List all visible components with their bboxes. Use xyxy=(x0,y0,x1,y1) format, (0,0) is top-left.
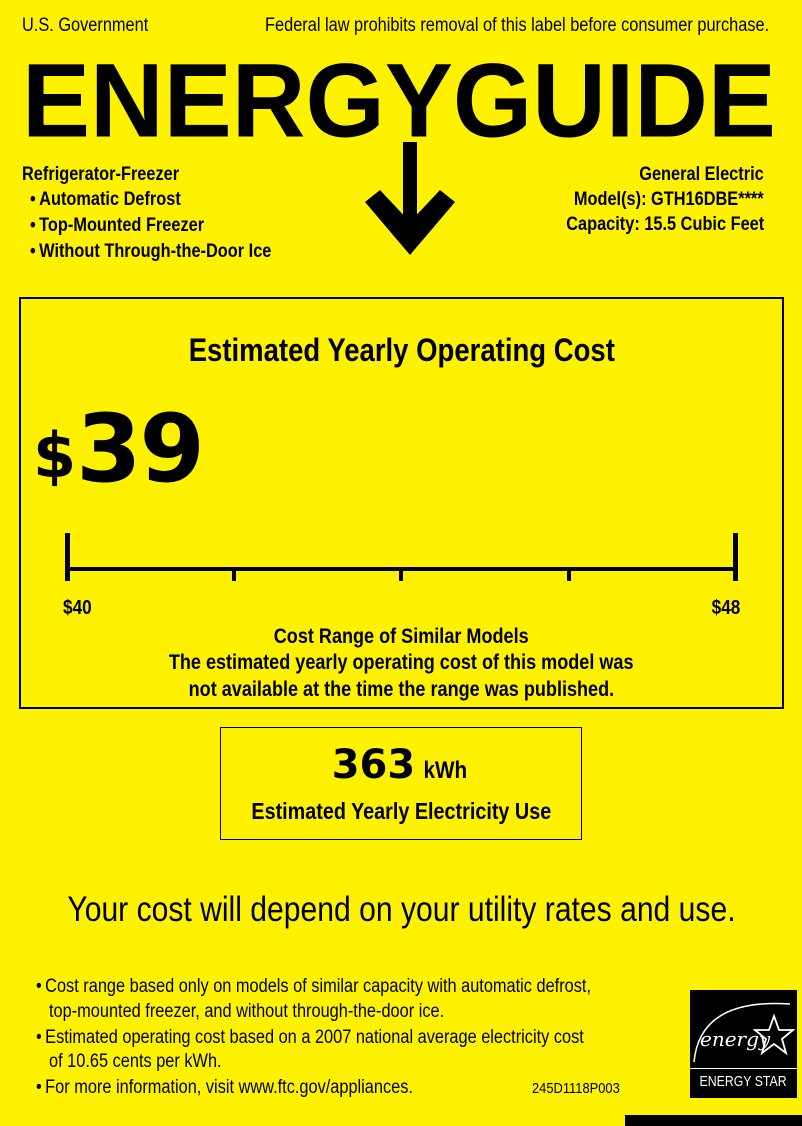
energy-star-icon: energy xyxy=(693,1002,796,1063)
scale-end-tick-min xyxy=(65,533,70,581)
energyguide-logo: ENERGYGUIDE xyxy=(22,52,776,255)
range-max-label: $48 xyxy=(711,597,740,619)
label-code: 245D1118P003 xyxy=(532,1080,620,1097)
range-note-2: not available at the time the range was … xyxy=(188,678,615,701)
scale-tick xyxy=(567,567,571,581)
svg-text:energy: energy xyxy=(700,1027,771,1051)
footnote-continued: top-mounted freezer, and without through… xyxy=(49,1001,445,1022)
arrow-stem xyxy=(403,142,417,232)
operating-cost-panel: Estimated Yearly Operating Cost $39 $40 … xyxy=(19,297,784,709)
scale-end-tick-max xyxy=(733,533,738,581)
kwh-label: Estimated Yearly Electricity Use xyxy=(251,798,551,824)
range-title: Cost Range of Similar Models xyxy=(274,625,529,648)
footnote: Cost range based only on models of simil… xyxy=(36,976,591,998)
cost-range-scale xyxy=(65,533,738,581)
brand: General Electric xyxy=(639,164,764,185)
cost-amount: 39 xyxy=(76,395,205,504)
capacity: Capacity: 15.5 Cubic Feet xyxy=(566,214,764,235)
us-government-label: U.S. Government xyxy=(22,15,149,36)
bottom-bar xyxy=(625,1115,802,1126)
range-note-1: The estimated yearly operating cost of t… xyxy=(169,651,634,674)
model-number: Model(s): GTH16DBE**** xyxy=(574,189,764,210)
kwh-value-line: 363 kWh xyxy=(221,742,581,788)
scale-tick xyxy=(232,567,236,581)
feature-item: Automatic Defrost xyxy=(30,189,181,211)
currency-symbol: $ xyxy=(33,419,77,492)
product-type: Refrigerator-Freezer xyxy=(22,164,180,185)
yearly-cost: $39 xyxy=(33,395,205,504)
down-arrow-icon xyxy=(365,190,455,255)
range-min-label: $40 xyxy=(63,597,92,619)
footnote: Estimated operating cost based on a 2007… xyxy=(36,1027,584,1049)
scale-tick xyxy=(399,567,403,581)
removal-warning: Federal law prohibits removal of this la… xyxy=(264,15,769,36)
footnote-continued: of 10.65 cents per kWh. xyxy=(49,1051,222,1072)
footnote-link[interactable]: For more information, visit www.ftc.gov/… xyxy=(36,1077,413,1099)
feature-item: Top-Mounted Freezer xyxy=(30,215,204,237)
kwh-unit: kWh xyxy=(423,757,467,784)
feature-item: Without Through-the-Door Ice xyxy=(30,241,271,263)
energy-star-logo: energy ENERGY STAR xyxy=(690,990,797,1098)
utility-disclaimer: Your cost will depend on your utility ra… xyxy=(66,890,736,929)
kwh-value: 363 xyxy=(331,742,416,788)
energyguide-logo-text: ENERGYGUIDE xyxy=(22,52,776,159)
electricity-use-panel: 363 kWh Estimated Yearly Electricity Use xyxy=(220,727,582,840)
energy-star-label: ENERGY STAR xyxy=(690,1068,797,1090)
cost-title: Estimated Yearly Operating Cost xyxy=(188,332,615,368)
